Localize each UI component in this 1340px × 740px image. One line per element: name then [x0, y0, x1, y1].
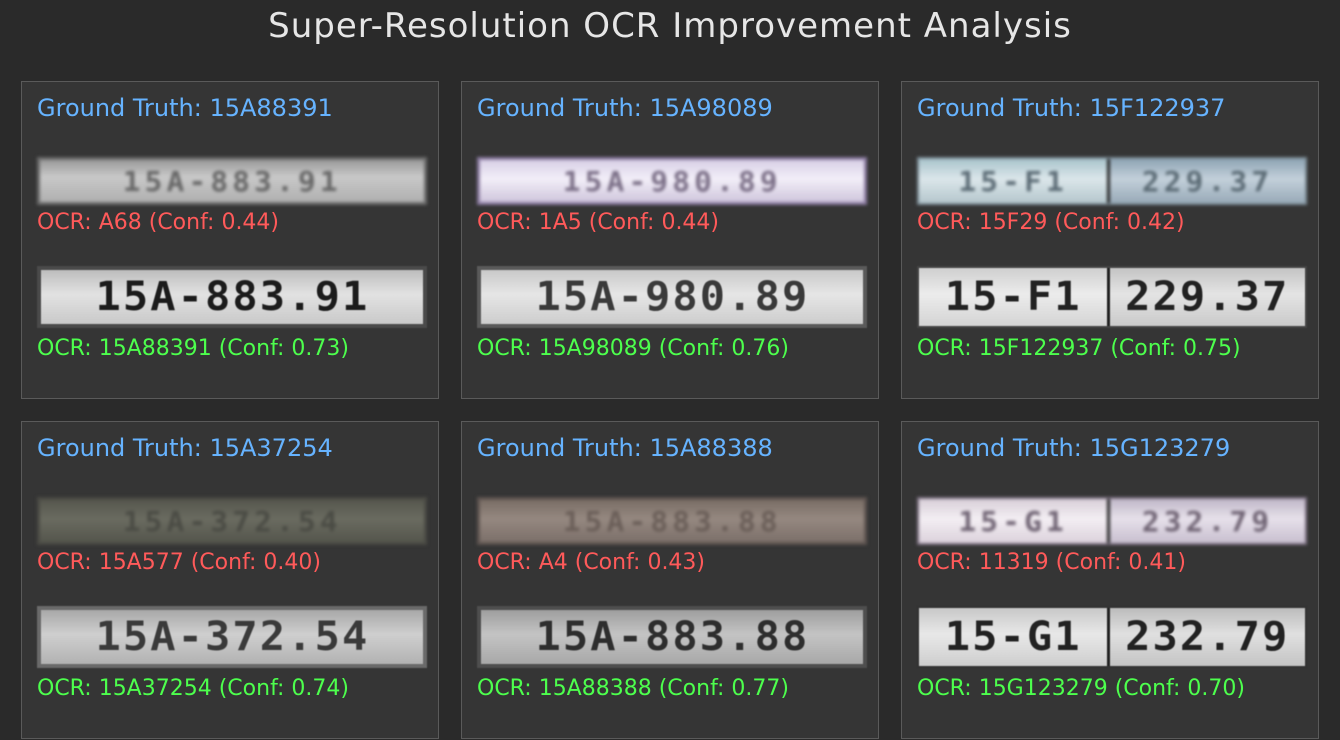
super-res-plate-image: 15A-980.89: [477, 266, 867, 328]
ocr-super-res-result: OCR: 15A88388 (Conf: 0.77): [477, 676, 789, 701]
ground-truth-label: Ground Truth: 15A88388: [477, 434, 773, 462]
low-res-plate-image: 15A-980.89: [477, 157, 867, 205]
ocr-super-res-result: OCR: 15G123279 (Conf: 0.70): [917, 676, 1245, 701]
ground-truth-label: Ground Truth: 15A88391: [37, 94, 333, 122]
ocr-low-res-result: OCR: 11319 (Conf: 0.41): [917, 550, 1186, 575]
ocr-low-res-result: OCR: 1A5 (Conf: 0.44): [477, 210, 720, 235]
super-res-plate-left-text: 15-G1: [944, 614, 1082, 660]
ocr-super-res-result: OCR: 15A37254 (Conf: 0.74): [37, 676, 349, 701]
super-res-plate-image: 15-G1 232.79: [917, 606, 1307, 668]
ocr-low-res-result: OCR: A68 (Conf: 0.44): [37, 210, 280, 235]
comparison-card: Ground Truth: 15A88391 15A-883.91 OCR: A…: [21, 81, 439, 399]
low-res-plate-left-text: 15-F1: [958, 164, 1068, 198]
low-res-plate-text: 15A-980.89: [562, 164, 782, 198]
ocr-low-res-result: OCR: 15A577 (Conf: 0.40): [37, 550, 322, 575]
low-res-plate-left-text: 15-G1: [958, 504, 1068, 538]
ocr-super-res-result: OCR: 15A88391 (Conf: 0.73): [37, 336, 349, 361]
ground-truth-label: Ground Truth: 15F122937: [917, 94, 1226, 122]
low-res-plate-text: 15A-372.54: [122, 504, 342, 538]
ground-truth-label: Ground Truth: 15A98089: [477, 94, 773, 122]
comparison-card: Ground Truth: 15F122937 15-F1 229.37 OCR…: [901, 81, 1319, 399]
super-res-plate-text: 15A-980.89: [535, 274, 809, 320]
ocr-low-res-result: OCR: 15F29 (Conf: 0.42): [917, 210, 1185, 235]
low-res-plate-image: 15-G1 232.79: [917, 497, 1307, 545]
comparison-card: Ground Truth: 15A37254 15A-372.54 OCR: 1…: [21, 421, 439, 739]
low-res-plate-right-text: 232.79: [1141, 504, 1274, 538]
ocr-super-res-result: OCR: 15F122937 (Conf: 0.75): [917, 336, 1241, 361]
super-res-plate-right-text: 232.79: [1125, 614, 1290, 660]
ground-truth-label: Ground Truth: 15A37254: [37, 434, 333, 462]
comparison-card: Ground Truth: 15A88388 15A-883.88 OCR: A…: [461, 421, 879, 739]
super-res-plate-left-text: 15-F1: [944, 274, 1082, 320]
page-title: Super-Resolution OCR Improvement Analysi…: [268, 6, 1072, 46]
ocr-low-res-result: OCR: A4 (Conf: 0.43): [477, 550, 706, 575]
super-res-plate-text: 15A-883.88: [535, 614, 809, 660]
low-res-plate-image: 15A-883.91: [37, 157, 427, 205]
comparison-card: Ground Truth: 15G123279 15-G1 232.79 OCR…: [901, 421, 1319, 739]
low-res-plate-image: 15A-883.88: [477, 497, 867, 545]
comparison-card: Ground Truth: 15A98089 15A-980.89 OCR: 1…: [461, 81, 879, 399]
super-res-plate-image: 15A-883.88: [477, 606, 867, 668]
low-res-plate-image: 15-F1 229.37: [917, 157, 1307, 205]
super-res-plate-image: 15A-372.54: [37, 606, 427, 668]
super-res-plate-image: 15-F1 229.37: [917, 266, 1307, 328]
low-res-plate-text: 15A-883.91: [122, 164, 342, 198]
super-res-plate-right-text: 229.37: [1125, 274, 1290, 320]
super-res-plate-text: 15A-372.54: [95, 614, 369, 660]
low-res-plate-right-text: 229.37: [1141, 164, 1274, 198]
ground-truth-label: Ground Truth: 15G123279: [917, 434, 1231, 462]
ocr-super-res-result: OCR: 15A98089 (Conf: 0.76): [477, 336, 789, 361]
low-res-plate-image: 15A-372.54: [37, 497, 427, 545]
super-res-plate-image: 15A-883.91: [37, 266, 427, 328]
super-res-plate-text: 15A-883.91: [95, 274, 369, 320]
low-res-plate-text: 15A-883.88: [562, 504, 782, 538]
